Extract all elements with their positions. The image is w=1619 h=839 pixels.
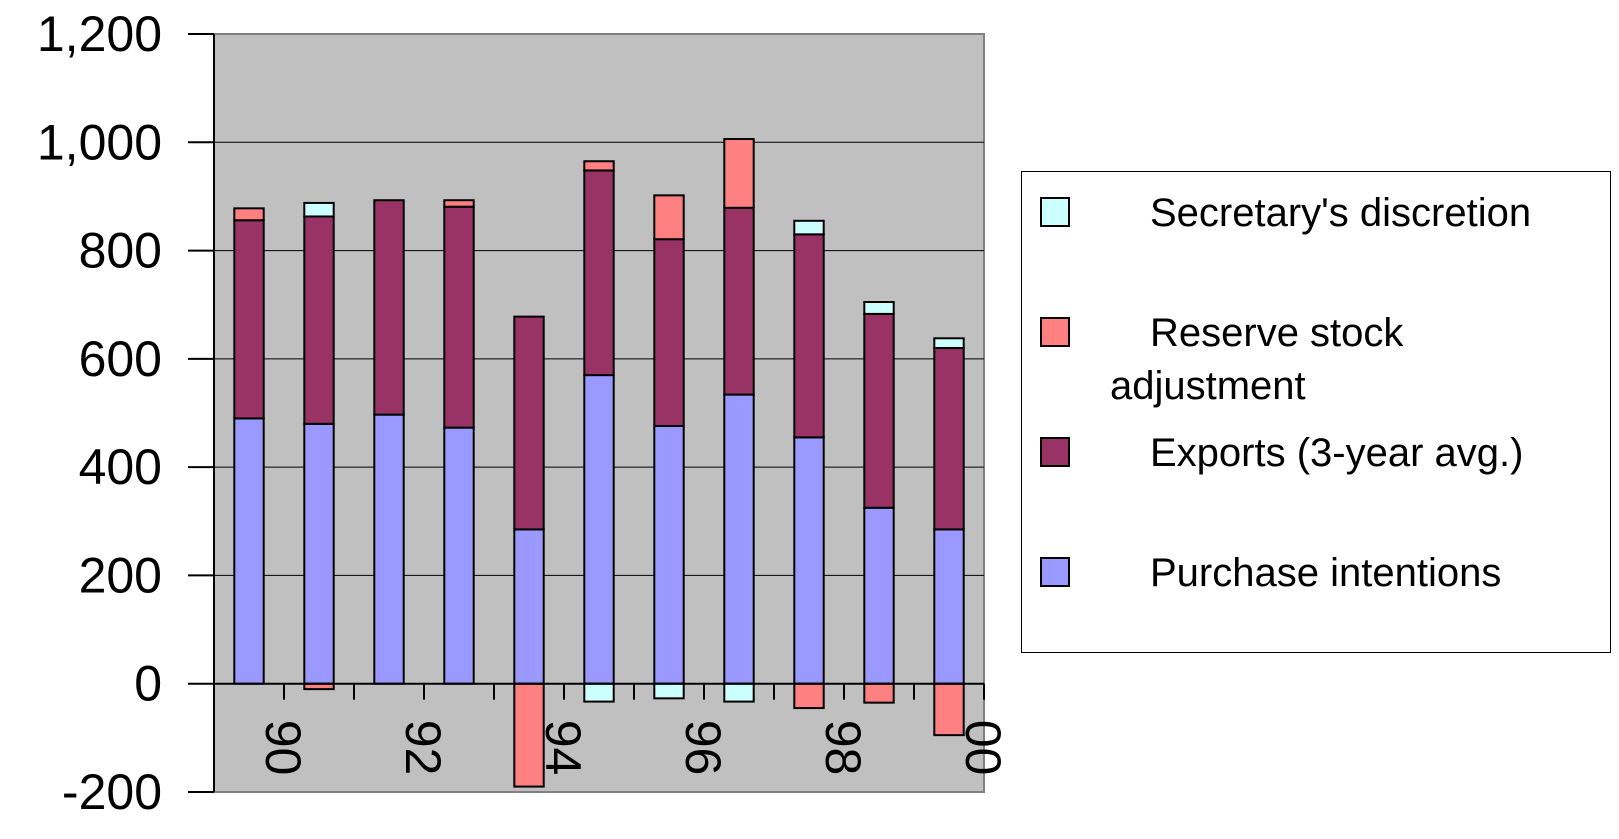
- bar-segment: [583, 160, 615, 172]
- bar-segment: [863, 312, 895, 509]
- bar-segment: [583, 374, 615, 685]
- bar-segment: [793, 219, 825, 236]
- axes: [188, 33, 985, 793]
- bar-segment: [933, 528, 965, 685]
- bar-segment: [303, 215, 335, 425]
- x-tick-label: 00: [955, 720, 1011, 776]
- x-tick-label: 98: [815, 720, 871, 776]
- x-tick-labels: 90 92 94 96 98 00: [255, 720, 1011, 776]
- bar-segment: [443, 199, 475, 208]
- y-tick-label: 0: [134, 656, 162, 712]
- y-tick-label: 200: [79, 547, 162, 603]
- bar-segment: [373, 199, 405, 416]
- bar-segment: [723, 206, 755, 396]
- legend: Secretary's discretion Reserve stock adj…: [1021, 171, 1611, 653]
- y-tick-labels: 1,200 1,000 800 600 400 200 0 -200: [37, 6, 162, 820]
- x-tick-label: 94: [535, 720, 591, 776]
- bar-segment: [653, 424, 685, 685]
- bar-segment: [653, 194, 685, 241]
- legend-label: Reserve stock adjustment: [1110, 311, 1404, 408]
- bar-segment: [933, 682, 965, 737]
- bar-segment: [513, 528, 545, 685]
- legend-swatch: [1040, 437, 1070, 467]
- bar-segment: [653, 238, 685, 427]
- bar-segment: [933, 337, 965, 350]
- legend-swatch: [1040, 557, 1070, 587]
- bar-segment: [583, 682, 615, 703]
- legend-item-secretarys-discretion: Secretary's discretion: [1040, 187, 1600, 240]
- x-tick-label: 90: [255, 720, 311, 776]
- bar-segment: [653, 682, 685, 700]
- legend-swatch: [1040, 317, 1070, 347]
- y-tick-label: 800: [79, 223, 162, 279]
- bar-segment: [793, 436, 825, 685]
- y-tick-label: 400: [79, 439, 162, 495]
- bar-segment: [863, 301, 895, 315]
- bar-segment: [583, 169, 615, 377]
- x-tick-label: 96: [675, 720, 731, 776]
- bar-segment: [723, 393, 755, 685]
- x-tick-label: 92: [395, 720, 451, 776]
- legend-item-reserve-stock-adjustment: Reserve stock adjustment: [1040, 307, 1600, 413]
- bar-segment: [303, 422, 335, 685]
- y-tick-label: -200: [62, 764, 162, 820]
- bar-segment: [233, 417, 265, 685]
- bars-group: [233, 138, 965, 788]
- bar-segment: [793, 682, 825, 710]
- bar-segment: [233, 207, 265, 222]
- bar-segment: [443, 205, 475, 429]
- bar-segment: [513, 682, 545, 788]
- legend-item-purchase-intentions: Purchase intentions: [1040, 547, 1600, 600]
- bar-segment: [723, 138, 755, 209]
- bar-segment: [303, 201, 335, 218]
- legend-swatch: [1040, 197, 1070, 227]
- bar-segment: [793, 233, 825, 439]
- y-tick-label: 1,000: [37, 114, 162, 170]
- legend-label: Secretary's discretion: [1150, 191, 1532, 235]
- bar-segment: [513, 315, 545, 531]
- legend-item-exports: Exports (3-year avg.): [1040, 427, 1600, 480]
- bar-segment: [863, 682, 895, 704]
- y-tick-label: 600: [79, 331, 162, 387]
- legend-label: Purchase intentions: [1150, 551, 1502, 595]
- bar-segment: [723, 682, 755, 703]
- bar-segment: [233, 219, 265, 420]
- bar-segment: [373, 413, 405, 685]
- bar-segment: [863, 506, 895, 685]
- y-tick-label: 1,200: [37, 6, 162, 62]
- bar-segment: [933, 347, 965, 531]
- legend-label: Exports (3-year avg.): [1150, 431, 1524, 475]
- bar-segment: [443, 426, 475, 685]
